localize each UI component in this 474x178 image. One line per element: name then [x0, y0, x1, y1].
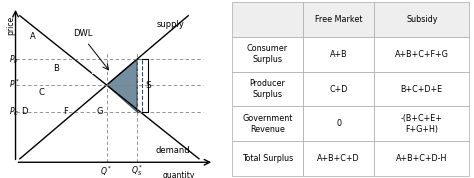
Text: $Q^*$: $Q^*$: [100, 164, 113, 178]
Text: quantity: quantity: [162, 171, 195, 178]
Text: S: S: [145, 81, 151, 90]
Text: F: F: [63, 107, 68, 116]
Text: C: C: [38, 88, 45, 97]
Text: B: B: [54, 64, 59, 73]
Text: price: price: [6, 16, 15, 35]
Text: supply: supply: [157, 20, 185, 29]
Polygon shape: [107, 59, 137, 112]
Text: demand: demand: [156, 146, 191, 155]
Text: $P^*$: $P^*$: [9, 78, 20, 90]
Text: DWL: DWL: [73, 29, 92, 38]
Text: $P_P$: $P_P$: [9, 53, 19, 66]
Text: A: A: [30, 32, 36, 41]
Text: G: G: [96, 107, 103, 116]
Text: $Q_S^*$: $Q_S^*$: [131, 164, 143, 178]
Bar: [137, 59, 142, 112]
Text: E: E: [91, 67, 96, 76]
Text: $P_C$: $P_C$: [9, 105, 19, 118]
Text: D: D: [21, 107, 27, 116]
